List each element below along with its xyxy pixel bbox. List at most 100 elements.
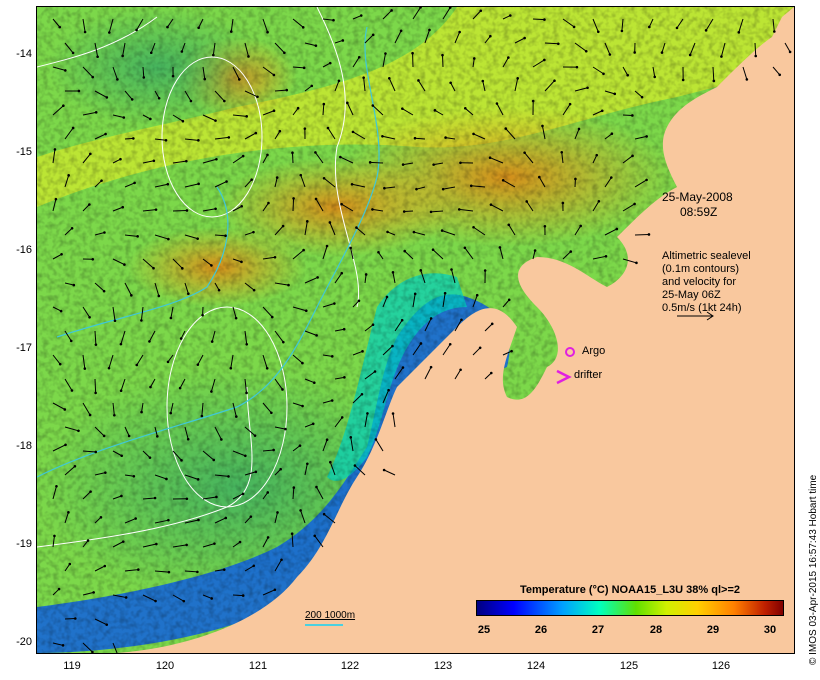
velocity-arrow-head xyxy=(182,599,186,603)
velocity-arrow-head xyxy=(265,366,269,370)
velocity-arrow-head xyxy=(281,224,285,228)
velocity-arrow xyxy=(418,80,426,92)
velocity-arrow xyxy=(323,513,336,524)
velocity-arrow xyxy=(574,87,588,92)
velocity-arrow xyxy=(340,156,354,164)
velocity-arrow xyxy=(424,318,432,332)
velocity-arrow-head xyxy=(489,203,493,206)
x-tick: 123 xyxy=(433,660,453,672)
velocity-arrow-head xyxy=(450,268,453,271)
velocity-arrow xyxy=(64,330,72,342)
velocity-arrow-head xyxy=(107,366,111,370)
velocity-arrow-head xyxy=(712,79,716,83)
velocity-arrow-head xyxy=(508,14,512,17)
velocity-arrow xyxy=(592,255,607,260)
velocity-arrow-head xyxy=(489,371,493,375)
velocity-arrow-head xyxy=(428,28,431,32)
drifter-marker xyxy=(556,369,572,385)
velocity-arrow xyxy=(244,231,254,236)
velocity-arrow xyxy=(464,247,474,260)
velocity-arrow-head xyxy=(229,30,233,33)
velocity-arrow xyxy=(315,152,324,164)
velocity-arrow xyxy=(244,516,252,524)
velocity-arrow-head xyxy=(104,132,107,136)
velocity-arrow xyxy=(441,55,444,68)
velocity-arrow xyxy=(454,31,461,44)
velocity-arrow xyxy=(364,274,367,284)
velocity-arrow-head xyxy=(215,495,218,499)
velocity-arrow-head xyxy=(53,534,56,538)
velocity-arrow-head xyxy=(62,104,65,107)
velocity-arrow-head xyxy=(254,470,258,474)
velocity-arrow xyxy=(214,282,220,291)
legend-line: Altimetric sealevel xyxy=(662,250,751,262)
velocity-arrow-head xyxy=(203,77,207,81)
x-tick: 121 xyxy=(248,660,268,672)
velocity-arrow-head xyxy=(166,360,170,364)
colorbar-tick: 30 xyxy=(763,624,777,636)
velocity-arrow-head xyxy=(240,204,243,208)
velocity-arrow-head xyxy=(64,69,67,72)
x-tick: 124 xyxy=(526,660,546,672)
velocity-arrow-head xyxy=(399,29,403,33)
velocity-arrow-head xyxy=(315,334,318,337)
velocity-arrow-head xyxy=(185,497,189,501)
velocity-arrow-head xyxy=(63,408,67,411)
velocity-arrow-head xyxy=(140,410,143,414)
velocity-arrow xyxy=(352,56,360,68)
velocity-arrow xyxy=(316,486,324,500)
velocity-arrow xyxy=(634,90,643,98)
velocity-arrow xyxy=(82,153,91,164)
velocity-arrow xyxy=(383,469,396,476)
velocity-arrow xyxy=(170,306,174,319)
velocity-arrow-head xyxy=(600,109,604,113)
velocity-arrow xyxy=(112,450,122,457)
velocity-arrow xyxy=(120,378,126,391)
velocity-arrow xyxy=(274,378,283,390)
velocity-arrow-head xyxy=(440,229,444,232)
colorbar xyxy=(476,600,784,616)
velocity-arrow xyxy=(562,103,571,116)
velocity-arrow-head xyxy=(122,116,126,119)
velocity-arrow-head xyxy=(403,249,407,253)
velocity-arrow-head xyxy=(290,532,294,535)
velocity-arrow-head xyxy=(301,361,304,365)
velocity-arrow-head xyxy=(282,340,285,344)
velocity-arrow xyxy=(472,10,482,20)
velocity-arrow-head xyxy=(94,450,98,454)
velocity-arrow-head xyxy=(538,175,541,179)
velocity-arrow-head xyxy=(285,88,289,92)
velocity-arrow-head xyxy=(401,107,404,110)
velocity-arrow xyxy=(262,18,269,33)
y-tick: -20 xyxy=(16,636,32,648)
velocity-arrow xyxy=(334,328,345,332)
velocity-arrow xyxy=(112,402,115,416)
velocity-arrow xyxy=(112,541,124,548)
velocity-arrow xyxy=(473,226,486,236)
velocity-arrow xyxy=(172,544,187,548)
velocity-arrow xyxy=(292,18,304,28)
velocity-arrow-head xyxy=(224,234,227,237)
velocity-arrow xyxy=(202,496,217,500)
velocity-arrow xyxy=(350,247,354,260)
velocity-arrow-head xyxy=(96,55,99,59)
velocity-arrow-head xyxy=(387,76,391,80)
velocity-arrow-head xyxy=(88,413,92,417)
velocity-arrow xyxy=(262,154,268,164)
velocity-arrow-head xyxy=(292,197,295,200)
velocity-arrow xyxy=(502,15,511,20)
velocity-arrow-head xyxy=(688,53,692,57)
velocity-arrow-head xyxy=(448,342,452,346)
velocity-arrow-head xyxy=(164,138,168,142)
velocity-arrow xyxy=(484,372,492,380)
velocity-arrow xyxy=(244,90,258,98)
velocity-arrow-head xyxy=(349,246,352,250)
velocity-arrow-head xyxy=(510,349,513,353)
velocity-arrow xyxy=(274,225,284,236)
velocity-arrow-head xyxy=(220,438,223,441)
velocity-arrow xyxy=(262,589,276,596)
velocity-arrow xyxy=(394,30,402,44)
velocity-arrow-head xyxy=(349,436,353,439)
sst-map[interactable] xyxy=(36,6,795,654)
velocity-arrow-head xyxy=(568,102,572,106)
